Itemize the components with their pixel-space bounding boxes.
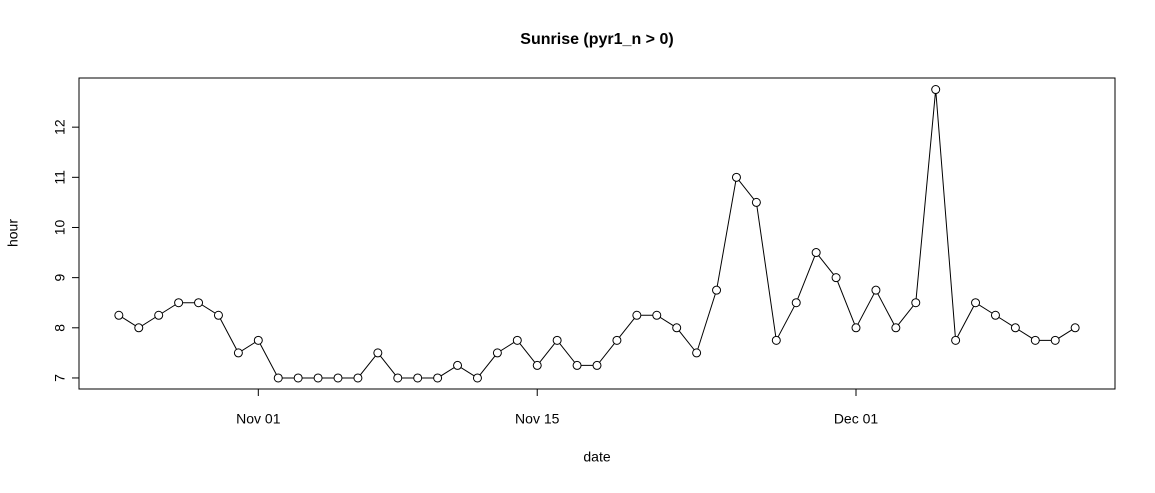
data-point	[652, 310, 662, 320]
plot-frame	[78, 77, 1116, 390]
data-point	[692, 348, 702, 358]
chart-title: Sunrise (pyr1_n > 0)	[520, 31, 673, 48]
y-tick-label: 10	[52, 219, 68, 235]
y-tick-label: 7	[52, 374, 68, 382]
data-point	[472, 373, 482, 383]
data-point	[393, 373, 403, 383]
data-point	[811, 248, 821, 258]
data-point	[731, 172, 741, 182]
data-point	[1050, 335, 1060, 345]
data-point	[413, 373, 423, 383]
data-point	[233, 348, 243, 358]
data-point	[1070, 323, 1080, 333]
data-point	[931, 85, 941, 95]
data-point	[194, 298, 204, 308]
data-point	[213, 310, 223, 320]
data-point	[532, 360, 542, 370]
data-point	[453, 360, 463, 370]
data-point	[353, 373, 363, 383]
data-point	[851, 323, 861, 333]
data-point	[572, 360, 582, 370]
x-axis-label: date	[583, 449, 610, 465]
data-point	[333, 373, 343, 383]
series-line	[118, 89, 1076, 379]
data-point	[134, 323, 144, 333]
data-point	[831, 273, 841, 283]
data-point	[990, 310, 1000, 320]
data-point	[871, 285, 881, 295]
data-point	[433, 373, 443, 383]
data-point	[891, 323, 901, 333]
y-tick-label: 9	[52, 274, 68, 282]
data-point	[313, 373, 323, 383]
data-point	[632, 310, 642, 320]
data-point	[751, 197, 761, 207]
data-point	[273, 373, 283, 383]
data-point	[592, 360, 602, 370]
data-point	[672, 323, 682, 333]
data-point	[971, 298, 981, 308]
data-point	[293, 373, 303, 383]
y-tick-label: 12	[52, 119, 68, 135]
y-tick-label: 8	[52, 324, 68, 332]
x-tick-label: Dec 01	[834, 411, 879, 427]
data-point	[512, 335, 522, 345]
data-point	[552, 335, 562, 345]
data-point	[951, 335, 961, 345]
y-tick-label: 11	[52, 170, 68, 185]
data-point	[771, 335, 781, 345]
data-point	[253, 335, 263, 345]
data-point	[911, 298, 921, 308]
data-point	[154, 310, 164, 320]
x-tick-label: Nov 01	[236, 411, 281, 427]
data-point	[1010, 323, 1020, 333]
x-tick-label: Nov 15	[515, 411, 560, 427]
data-point	[114, 310, 124, 320]
data-point	[712, 285, 722, 295]
data-point	[1030, 335, 1040, 345]
data-point	[174, 298, 184, 308]
data-point	[373, 348, 383, 358]
y-axis-label: hour	[5, 219, 21, 247]
data-point	[791, 298, 801, 308]
data-point	[492, 348, 502, 358]
data-point	[612, 335, 622, 345]
